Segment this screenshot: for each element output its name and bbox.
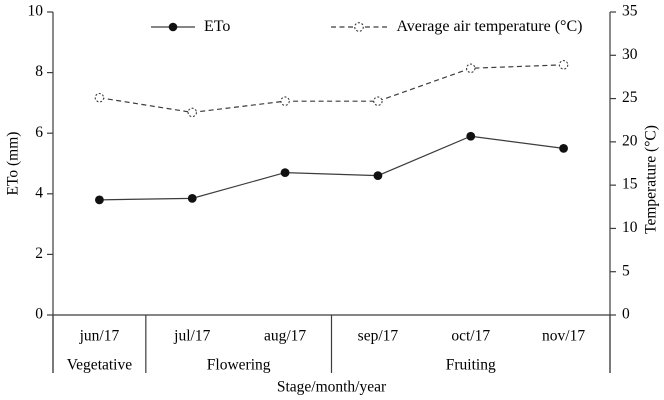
- left-axis-tick-label: 8: [35, 63, 43, 80]
- legend-label-eto: ETo: [204, 18, 231, 35]
- legend-label-temperature: Average air temperature (°C): [396, 18, 583, 35]
- temperature-data-point: [373, 96, 383, 106]
- x-axis-title: Stage/month/year: [277, 379, 387, 396]
- legend-item-eto: ETo: [150, 18, 230, 36]
- temperature-data-point: [94, 92, 105, 103]
- series-line-eto: [99, 135, 564, 201]
- temperature-data-point: [187, 107, 198, 118]
- stage-label: Fruiting: [446, 357, 496, 374]
- temperature-data-point: [465, 63, 476, 74]
- right-axis-tick-label: 5: [622, 262, 630, 279]
- right-axis-tick-label: 35: [622, 3, 638, 20]
- eto-data-point: [187, 193, 197, 203]
- month-label: nov/17: [542, 328, 585, 345]
- eto-data-point: [559, 143, 568, 153]
- month-label: jul/17: [173, 328, 210, 345]
- right-axis-tick-label: 20: [622, 132, 638, 149]
- eto-legend-marker-icon: [151, 22, 195, 32]
- left-axis-tick-label: 4: [35, 184, 43, 201]
- eto-data-point: [95, 195, 104, 205]
- series-line-temperature: [99, 64, 564, 114]
- right-axis-title: Temperature (°C): [643, 125, 660, 234]
- right-axis-tick-label: 0: [622, 306, 630, 323]
- left-axis-tick-label: 10: [28, 3, 44, 20]
- right-axis-tick-label: 10: [622, 219, 638, 236]
- legend: ETo Average air temperature (°C): [150, 18, 582, 36]
- month-label: oct/17: [451, 328, 490, 345]
- eto-data-point: [466, 131, 476, 141]
- right-axis-tick-label: 25: [622, 89, 638, 106]
- right-axis-tick-label: 30: [622, 46, 638, 63]
- left-axis-tick-label: 2: [35, 245, 43, 262]
- right-axis-tick-label: 15: [622, 176, 638, 193]
- month-label: jun/17: [79, 328, 120, 345]
- legend-item-temperature: Average air temperature (°C): [330, 18, 582, 36]
- temperature-data-point: [558, 60, 569, 70]
- temperature-data-point: [280, 96, 290, 106]
- left-axis-tick-label: 0: [35, 306, 43, 323]
- month-label: aug/17: [264, 328, 306, 345]
- stage-label: Vegetative: [67, 357, 133, 374]
- eto-data-point: [280, 168, 290, 177]
- eto-data-point: [373, 171, 383, 181]
- temperature-legend-marker-icon: [331, 22, 388, 32]
- month-label: sep/17: [358, 328, 399, 345]
- left-axis-tick-label: 6: [35, 124, 43, 141]
- left-axis-title: ETo (mm): [5, 132, 22, 196]
- stage-label: Flowering: [207, 357, 271, 374]
